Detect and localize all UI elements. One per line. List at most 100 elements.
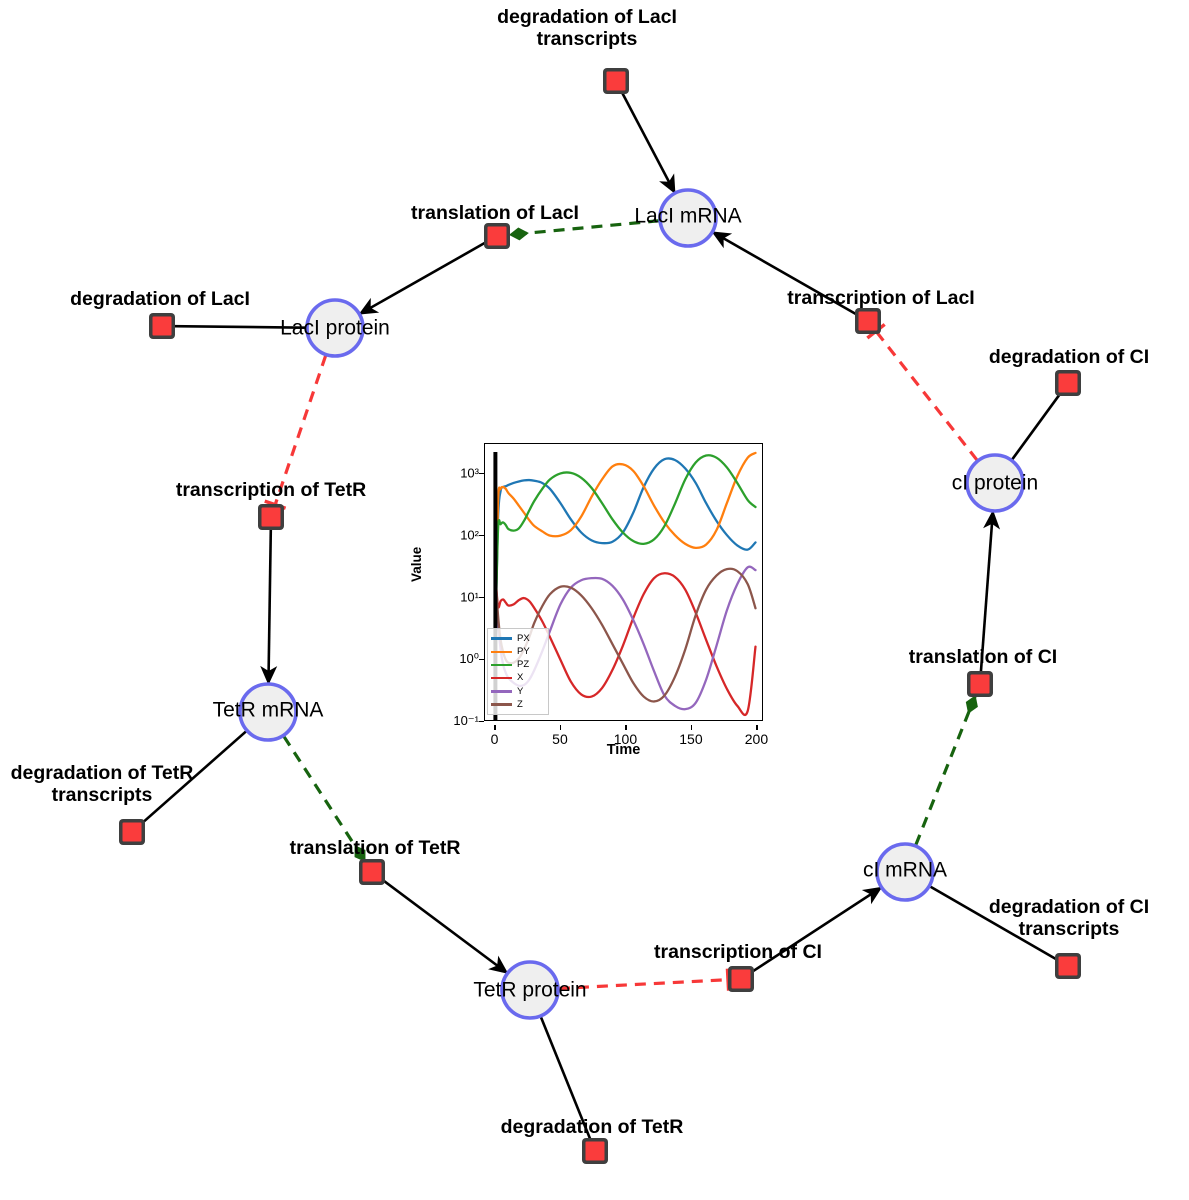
- edge-consume: [929, 885, 1059, 962]
- species-node-laci_mrna[interactable]: [658, 188, 718, 248]
- legend-entry: Y: [491, 685, 544, 698]
- y-tick-mark: [479, 534, 484, 537]
- species-node-tetr_mrna[interactable]: [238, 682, 298, 742]
- series-line-PZ: [494, 454, 757, 641]
- reaction-node[interactable]: [967, 671, 993, 697]
- reaction-node[interactable]: [1055, 370, 1081, 396]
- reaction-node[interactable]: [1055, 953, 1081, 979]
- reaction-node[interactable]: [855, 308, 881, 334]
- reaction-label-line: transcripts: [536, 28, 638, 50]
- reaction-label-deg_tetr_transcripts: degradation of TetR transcripts: [10, 762, 194, 807]
- edge-consume: [1011, 391, 1062, 461]
- reaction-label-translation_laci: translation of LacI: [411, 202, 579, 225]
- edge-head-arrow: [983, 509, 1001, 530]
- reaction-label-line: degradation of LacI: [497, 6, 677, 29]
- edge-produce: [750, 885, 884, 974]
- legend-label: PY: [517, 646, 530, 658]
- x-tick-label: 150: [679, 731, 703, 747]
- reaction-node[interactable]: [582, 1138, 608, 1164]
- reaction-label-line: degradation of TetR: [10, 762, 194, 785]
- reaction-node[interactable]: [119, 819, 145, 845]
- edge-head-arrow: [711, 231, 733, 249]
- reaction-label-translation_tetr: translation of TetR: [289, 837, 461, 860]
- reaction-label-line: transcription of LacI: [787, 287, 975, 310]
- legend-entry: X: [491, 672, 544, 685]
- x-tick-mark: [756, 725, 758, 730]
- edge-head-arrow: [358, 297, 380, 315]
- x-tick-mark: [559, 725, 562, 730]
- y-tick-label: 10⁰: [459, 650, 479, 666]
- x-tick-label: 100: [613, 731, 638, 747]
- reaction-label-line: degradation of LacI: [70, 288, 250, 311]
- plot-lines: [493, 451, 757, 720]
- x-tick-label: 200: [744, 731, 769, 747]
- edge-head-diamond: [965, 695, 978, 714]
- x-axis-ticks: 0 50 100 150 200: [484, 725, 768, 747]
- legend-label: X: [517, 672, 524, 684]
- series-line-X: [494, 572, 757, 717]
- y-axis-label: Value: [409, 546, 424, 582]
- reaction-label-translation_ci: translation of CI: [908, 646, 1058, 669]
- plot-legend: PX PY PZ X Y Z: [487, 628, 549, 716]
- reaction-label-transcription_ci: transcription of CI: [654, 941, 822, 964]
- reaction-node[interactable]: [484, 223, 510, 249]
- reaction-label-deg_ci: degradation of CI: [989, 346, 1149, 369]
- legend-swatch: [491, 650, 512, 653]
- reaction-label-line: translation of TetR: [289, 837, 461, 860]
- legend-swatch: [491, 690, 512, 693]
- series-line-PY: [494, 451, 757, 641]
- reaction-label-line: translation of CI: [908, 646, 1058, 669]
- edge-consume: [173, 324, 307, 329]
- reaction-label-deg_tetr: degradation of TetR: [500, 1116, 684, 1139]
- reaction-node[interactable]: [149, 313, 175, 339]
- legend-label: PX: [517, 632, 530, 644]
- series-line-PX: [494, 457, 757, 641]
- x-tick-label: 50: [552, 731, 568, 747]
- y-tick-label: 10³: [460, 465, 479, 481]
- species-node-tetr_protein[interactable]: [500, 960, 560, 1020]
- reaction-node[interactable]: [258, 504, 284, 530]
- species-node-ci_mrna[interactable]: [875, 842, 935, 902]
- legend-label: Z: [517, 698, 523, 710]
- edge-head-arrow: [659, 173, 676, 195]
- edge-inhibition: [874, 329, 979, 462]
- reaction-label-line: transcription of CI: [654, 941, 822, 964]
- legend-swatch: [491, 676, 512, 680]
- reaction-node[interactable]: [359, 859, 385, 885]
- legend-label: Y: [517, 685, 524, 697]
- reaction-label-line: transcription of TetR: [175, 479, 367, 502]
- species-node-ci_protein[interactable]: [965, 453, 1025, 513]
- edge-head-arrow: [260, 665, 278, 686]
- reaction-label-line: degradation of TetR: [500, 1116, 684, 1139]
- y-axis-ticks: 10⁻¹ 10⁰ 10¹ 10² 10³: [424, 443, 484, 728]
- edge-modifier: [914, 694, 978, 846]
- legend-label: PZ: [517, 659, 530, 671]
- x-tick-mark: [625, 725, 627, 730]
- reaction-node[interactable]: [728, 966, 754, 992]
- legend-swatch: [491, 703, 512, 706]
- reaction-node[interactable]: [603, 68, 629, 94]
- edge-consume: [620, 91, 677, 195]
- legend-entry: PX: [491, 632, 544, 645]
- edge-produce: [267, 528, 273, 686]
- y-tick-label: 10²: [460, 527, 479, 543]
- reaction-label-line: degradation of CI: [988, 896, 1150, 919]
- edge-head-diamond: [508, 227, 529, 241]
- reaction-label-line: translation of LacI: [411, 202, 579, 225]
- reaction-label-deg_laci_transcripts: degradation of LacI transcripts: [497, 6, 677, 51]
- y-tick-mark: [479, 472, 484, 474]
- legend-entry: PZ: [491, 658, 544, 671]
- y-tick-mark: [479, 658, 484, 661]
- y-tick-label: 10⁻¹: [453, 713, 479, 728]
- edge-modifier: [282, 735, 367, 863]
- y-tick-mark: [479, 721, 484, 723]
- reaction-label-line: transcripts: [1018, 918, 1120, 940]
- edge-head-arrow: [488, 955, 509, 974]
- edge-produce: [979, 509, 995, 673]
- species-node-laci_protein[interactable]: [305, 298, 365, 358]
- edge-inhibition: [273, 354, 328, 507]
- edge-inhibition: [558, 978, 730, 991]
- reaction-label-deg_laci: degradation of LacI: [70, 288, 250, 311]
